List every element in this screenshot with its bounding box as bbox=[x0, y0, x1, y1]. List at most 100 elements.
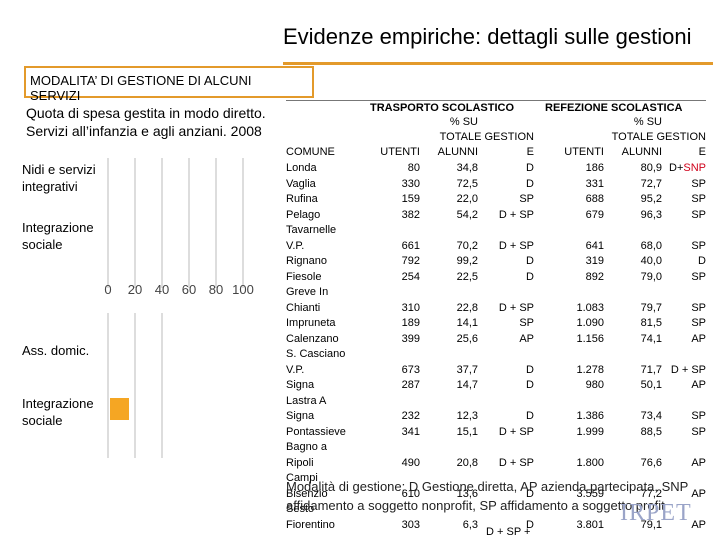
comune-name: Chianti bbox=[286, 301, 321, 314]
refezione-gestione: D+SNP bbox=[640, 162, 706, 175]
refezione-gestione-a: SP bbox=[691, 301, 706, 314]
refezione-gestione: D + SP bbox=[640, 364, 706, 377]
cat-integr2-2: sociale bbox=[22, 413, 62, 428]
col-t-utenti: UTENTI bbox=[380, 146, 420, 158]
refezione-gestione: D bbox=[640, 255, 706, 268]
comune-name: Tavarnelle bbox=[286, 224, 337, 236]
trasporto-pct: 22,0 bbox=[456, 193, 478, 205]
trasporto-pct: 37,7 bbox=[456, 363, 478, 376]
refezione-utenti: 1.156 bbox=[576, 332, 604, 345]
trasporto-gestione: D bbox=[526, 270, 534, 283]
comune-name: Bisenzio bbox=[286, 487, 328, 500]
refezione-gestione: AP bbox=[640, 488, 706, 501]
trasporto-pct: 12,3 bbox=[456, 410, 478, 422]
col-t-gest1: TOTALE GESTION bbox=[439, 131, 534, 143]
refezione-gestione: SP bbox=[640, 240, 706, 253]
cat-nidi-2: integrativi bbox=[22, 179, 78, 194]
refezione-pct: 40,0 bbox=[640, 255, 662, 267]
refezione-gestione-a: D+ bbox=[669, 162, 684, 174]
cat-integr2-1: Integrazione bbox=[22, 396, 94, 411]
trasporto-pct: 72,5 bbox=[456, 177, 478, 190]
trasporto-utenti: 303 bbox=[401, 518, 420, 531]
trasporto-gestione: SP bbox=[519, 193, 534, 205]
cat-assdomic: Ass. domic. bbox=[22, 343, 89, 358]
trasporto-utenti: 80 bbox=[407, 162, 420, 174]
logo: IRPET bbox=[620, 500, 692, 526]
trasporto-pct: 14,1 bbox=[456, 317, 478, 329]
refezione-pct: 71,7 bbox=[640, 363, 662, 376]
trasporto-gestione: AP bbox=[519, 332, 534, 345]
refezione-gestione-a: SP bbox=[691, 193, 706, 205]
refezione-pct: 88,5 bbox=[640, 425, 662, 438]
trasporto-gestione: D bbox=[526, 177, 534, 190]
trasporto-pct: 13,6 bbox=[456, 487, 478, 500]
trasporto-utenti: 341 bbox=[401, 425, 420, 438]
refezione-gestione-a: AP bbox=[691, 379, 706, 391]
trasporto-utenti: 382 bbox=[401, 208, 420, 221]
refezione-pct: 68,0 bbox=[640, 239, 662, 252]
refezione-pct: 81,5 bbox=[640, 317, 662, 329]
refezione-gestione-a: D bbox=[698, 255, 706, 267]
trasporto-utenti: 610 bbox=[401, 487, 420, 500]
trasporto-pct: 6,3 bbox=[462, 518, 478, 531]
refezione-utenti: 331 bbox=[585, 177, 604, 190]
tick-60: 60 bbox=[182, 282, 196, 297]
group-trasporto-title: TRASPORTO SCOLASTICO bbox=[370, 102, 515, 114]
refezione-utenti: 319 bbox=[585, 255, 604, 267]
refezione-gestione-a: AP bbox=[691, 487, 706, 500]
refezione-utenti: 1.083 bbox=[576, 301, 604, 314]
comune-name: Calenzano bbox=[286, 332, 339, 345]
refezione-pct: 80,9 bbox=[640, 162, 662, 174]
refezione-pct: 76,6 bbox=[640, 456, 662, 469]
last-row-extra: D + SP + bbox=[486, 526, 531, 538]
refezione-gestione-a: AP bbox=[691, 456, 706, 469]
refezione-utenti: 3.559 bbox=[576, 487, 604, 500]
refezione-gestione: SP bbox=[640, 410, 706, 423]
col-r-pct2: ALUNNI bbox=[621, 146, 662, 158]
refezione-gestione-a: AP bbox=[691, 332, 706, 345]
trasporto-utenti: 254 bbox=[401, 270, 420, 283]
col-r-gest2: E bbox=[698, 146, 706, 158]
refezione-pct: 74,1 bbox=[640, 332, 662, 345]
comune-name: Pelago bbox=[286, 208, 321, 221]
trasporto-utenti: 159 bbox=[401, 193, 420, 205]
trasporto-gestione: D bbox=[526, 379, 534, 391]
group-refezione-title: REFEZIONE SCOLASTICA bbox=[545, 102, 683, 114]
refezione-gestione: AP bbox=[640, 457, 706, 470]
comune-name: V.P. bbox=[286, 363, 305, 376]
refezione-pct: 96,3 bbox=[640, 208, 662, 221]
trasporto-pct: 25,6 bbox=[456, 332, 478, 345]
comune-name: Fiorentino bbox=[286, 518, 335, 531]
refezione-utenti: 892 bbox=[585, 270, 604, 283]
refezione-gestione-a: SP bbox=[691, 410, 706, 422]
comune-name: Bagno a bbox=[286, 441, 327, 453]
col-r-pct1: % SU bbox=[633, 116, 662, 128]
trasporto-gestione: D + SP bbox=[498, 301, 534, 314]
col-r-utenti: UTENTI bbox=[564, 146, 604, 158]
refezione-utenti: 679 bbox=[585, 208, 604, 221]
refezione-gestione-a: SP bbox=[691, 239, 706, 252]
trasporto-pct: 15,1 bbox=[456, 425, 478, 438]
trasporto-utenti: 310 bbox=[401, 301, 420, 314]
col-r-gest1: TOTALE GESTION bbox=[611, 131, 706, 143]
refezione-utenti: 1.386 bbox=[576, 410, 604, 422]
bar-integrazione-2 bbox=[110, 398, 129, 420]
comune-name: Sesto bbox=[286, 503, 315, 515]
cat-integr-1: Integrazione bbox=[22, 220, 94, 235]
table-top-rule bbox=[286, 100, 706, 101]
refezione-utenti: 1.999 bbox=[576, 425, 604, 438]
comune-name: Campi bbox=[286, 472, 318, 484]
trasporto-gestione: D + SP bbox=[498, 208, 534, 221]
refezione-gestione: AP bbox=[640, 379, 706, 392]
comune-name: Rufina bbox=[286, 193, 318, 205]
trasporto-gestione: D + SP bbox=[498, 239, 534, 252]
trasporto-utenti: 673 bbox=[401, 363, 420, 376]
refezione-utenti: 641 bbox=[585, 239, 604, 252]
footnote-prefix: Modalità di gestione: D bbox=[286, 479, 419, 494]
comune-name: Signa bbox=[286, 410, 315, 422]
trasporto-gestione: D bbox=[526, 255, 534, 267]
refezione-gestione-a: SP bbox=[691, 270, 706, 283]
comune-name: Pontassieve bbox=[286, 425, 346, 438]
refezione-gestione-a: AP bbox=[691, 518, 706, 531]
trasporto-pct: 54,2 bbox=[456, 208, 478, 221]
